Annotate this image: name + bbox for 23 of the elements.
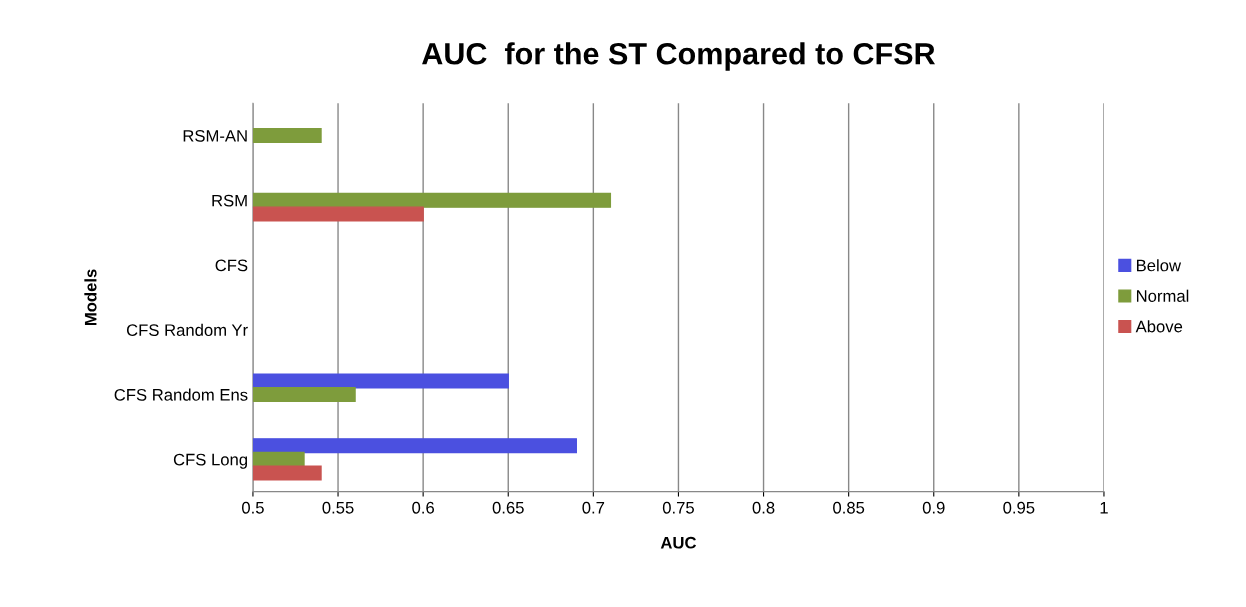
- x-tick-label: 0.75: [662, 501, 694, 514]
- x-axis-title: AUC: [660, 536, 697, 549]
- x-tick-label: 1: [1100, 502, 1108, 514]
- x-tick-label: 0.9: [922, 501, 945, 514]
- y-tick-label: CFS Random Ens: [114, 388, 248, 401]
- y-tick-label: RSM: [212, 194, 247, 207]
- y-tick-label: RSM-AN: [183, 129, 247, 142]
- x-tick-label: 0.7: [582, 501, 605, 514]
- x-tick-label: 0.8: [752, 501, 775, 514]
- x-tick-label: 0.6: [412, 501, 434, 514]
- x-tick-label: 0.5: [242, 501, 264, 514]
- x-tick-label: 0.55: [322, 501, 354, 514]
- legend-label: Above: [1135, 320, 1183, 333]
- y-tick-label: CFS Random Yr: [126, 323, 248, 337]
- x-tick-label: 0.85: [833, 501, 865, 514]
- legend-label: Normal: [1136, 289, 1189, 302]
- y-tick-label: CFS: [215, 259, 248, 272]
- y-tick-label: CFS Long: [173, 453, 248, 469]
- legend-label: Below: [1136, 259, 1182, 272]
- y-axis-title: Models: [84, 269, 97, 326]
- x-tick-label: 0.95: [1003, 501, 1035, 514]
- chart-title: AUC for the ST Compared to CFSR: [422, 42, 936, 71]
- x-tick-label: 0.65: [492, 501, 524, 514]
